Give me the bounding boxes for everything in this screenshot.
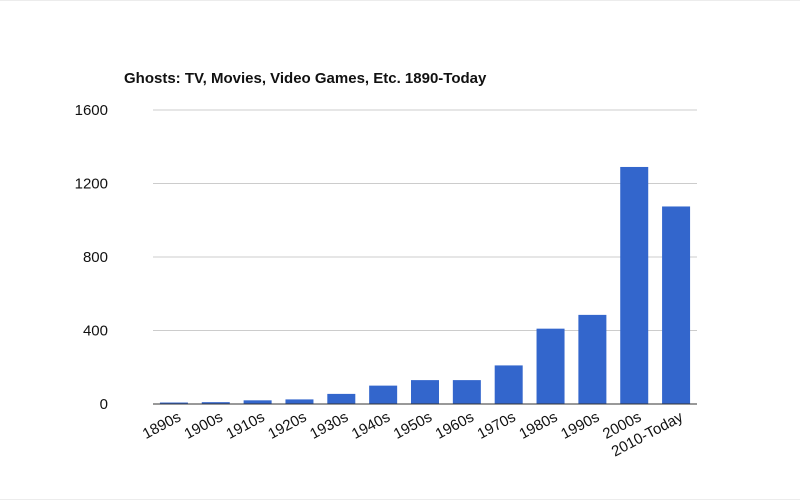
bar-1910s	[243, 400, 272, 404]
y-tick-label: 1600	[75, 102, 108, 119]
x-tick-label: 1950s	[391, 409, 435, 443]
x-tick-label: 1940s	[349, 409, 393, 443]
bar-1900s	[201, 402, 230, 404]
x-tick-label: 1920s	[265, 409, 309, 443]
x-tick-label: 1990s	[558, 409, 602, 443]
y-tick-label: 800	[83, 249, 108, 266]
y-tick-label: 1200	[75, 176, 108, 193]
y-axis-ticks: 0 400 800 1200 1600	[75, 102, 108, 413]
x-tick-label: 1960s	[433, 409, 477, 443]
x-tick-label: 1900s	[182, 409, 226, 443]
y-tick-label: 400	[83, 323, 108, 340]
bar-1940s	[369, 385, 398, 404]
bar-1970s	[494, 365, 523, 404]
bar-2010-Today	[662, 206, 691, 404]
x-tick-label: 1890s	[140, 409, 184, 443]
bar-1980s	[536, 328, 565, 404]
bar-1990s	[578, 314, 607, 404]
gridlines	[153, 109, 697, 331]
bar-1920s	[285, 399, 314, 404]
bar-1890s	[159, 402, 188, 404]
bar-1960s	[452, 380, 481, 404]
bar-1930s	[327, 393, 356, 404]
y-tick-label: 0	[100, 396, 108, 413]
bars	[159, 166, 691, 404]
x-tick-label: 1930s	[307, 409, 351, 443]
x-tick-label: 1970s	[474, 409, 518, 443]
x-axis-labels: 1890s1900s1910s1920s1930s1940s1950s1960s…	[140, 408, 687, 460]
bar-2000s	[620, 166, 649, 404]
x-tick-label: 1980s	[516, 409, 560, 443]
bar-1950s	[411, 380, 439, 404]
x-tick-label: 1910s	[223, 409, 267, 443]
chart-title: Ghosts: TV, Movies, Video Games, Etc. 18…	[124, 70, 487, 87]
